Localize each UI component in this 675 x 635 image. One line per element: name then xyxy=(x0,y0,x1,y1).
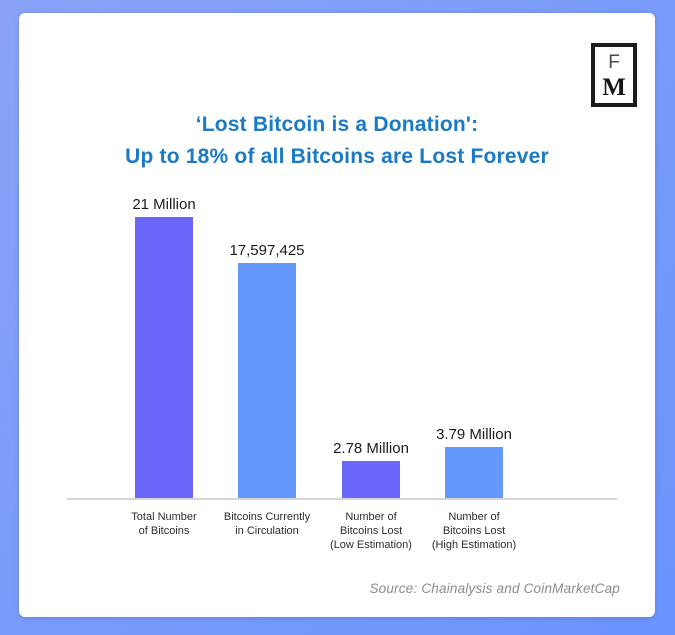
bar-chart: 21 Million 17,597,425 2.78 Million 3.79 … xyxy=(67,183,617,551)
logo-letter-m: M xyxy=(602,73,626,101)
bar-value-label: 2.78 Million xyxy=(333,440,409,457)
chart-title-line2: Up to 18% of all Bitcoins are Lost Forev… xyxy=(125,145,549,168)
bar-group-lost-low: 2.78 Million xyxy=(316,440,426,498)
chart-title-line1: ‘Lost Bitcoin is a Donation': xyxy=(195,113,479,136)
bar-group-lost-high: 3.79 Million xyxy=(419,426,529,498)
x-axis-label: Number of Bitcoins Lost (Low Estimation) xyxy=(330,511,412,551)
bar-value-label: 3.79 Million xyxy=(436,426,512,443)
bar-total-bitcoins xyxy=(135,217,193,498)
bar-group-circulation: 17,597,425 xyxy=(212,242,322,498)
infographic-card: F M ‘Lost Bitcoin is a Donation': Up to … xyxy=(19,13,655,617)
source-attribution: Source: Chainalysis and CoinMarketCap xyxy=(369,581,620,596)
x-axis-label: Total Number of Bitcoins xyxy=(131,511,197,537)
fm-logo: F M xyxy=(591,43,637,107)
x-axis-label: Bitcoins Currently in Circulation xyxy=(223,511,311,537)
bar-bitcoins-lost-high xyxy=(445,447,503,498)
logo-letter-f: F xyxy=(608,51,620,73)
chart-title: ‘Lost Bitcoin is a Donation': Up to 18% … xyxy=(19,109,655,173)
bar-group-total: 21 Million xyxy=(109,196,219,498)
bar-value-label: 21 Million xyxy=(132,196,196,213)
bar-bitcoins-lost-low xyxy=(342,461,400,498)
bar-bitcoins-circulation xyxy=(238,263,296,498)
bar-value-label: 17,597,425 xyxy=(229,242,305,259)
x-axis-label: Number of Bitcoins Lost (High Estimation… xyxy=(431,511,517,551)
